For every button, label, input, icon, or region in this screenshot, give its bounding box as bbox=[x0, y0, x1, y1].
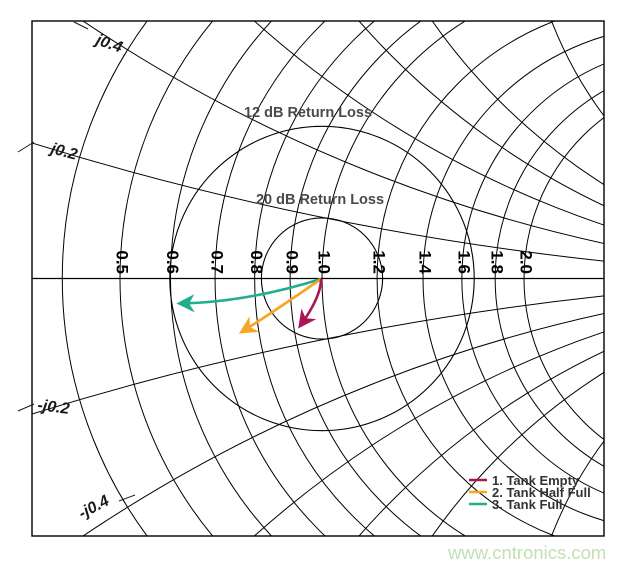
svg-text:-j0.4: -j0.4 bbox=[76, 492, 112, 522]
svg-text:0.6: 0.6 bbox=[163, 250, 182, 274]
svg-text:0.7: 0.7 bbox=[208, 250, 227, 274]
svg-text:www.cntronics.com: www.cntronics.com bbox=[447, 542, 606, 561]
svg-text:1.6: 1.6 bbox=[454, 250, 473, 274]
svg-text:12 dB Return Loss: 12 dB Return Loss bbox=[244, 105, 372, 121]
svg-text:0.9: 0.9 bbox=[283, 250, 302, 274]
svg-text:2.0: 2.0 bbox=[517, 250, 536, 274]
svg-text:1.2: 1.2 bbox=[370, 250, 389, 274]
svg-text:-j0.2: -j0.2 bbox=[37, 397, 71, 418]
svg-text:1.0: 1.0 bbox=[315, 250, 334, 274]
svg-text:0.8: 0.8 bbox=[247, 250, 266, 274]
svg-text:3. Tank Full: 3. Tank Full bbox=[492, 497, 563, 512]
svg-text:1.8: 1.8 bbox=[488, 250, 507, 274]
svg-text:j0.2: j0.2 bbox=[47, 140, 79, 164]
svg-text:1.4: 1.4 bbox=[416, 250, 435, 274]
svg-text:20 dB Return Loss: 20 dB Return Loss bbox=[256, 192, 384, 208]
svg-text:0.5: 0.5 bbox=[113, 250, 132, 274]
svg-text:j0.4: j0.4 bbox=[92, 31, 125, 56]
